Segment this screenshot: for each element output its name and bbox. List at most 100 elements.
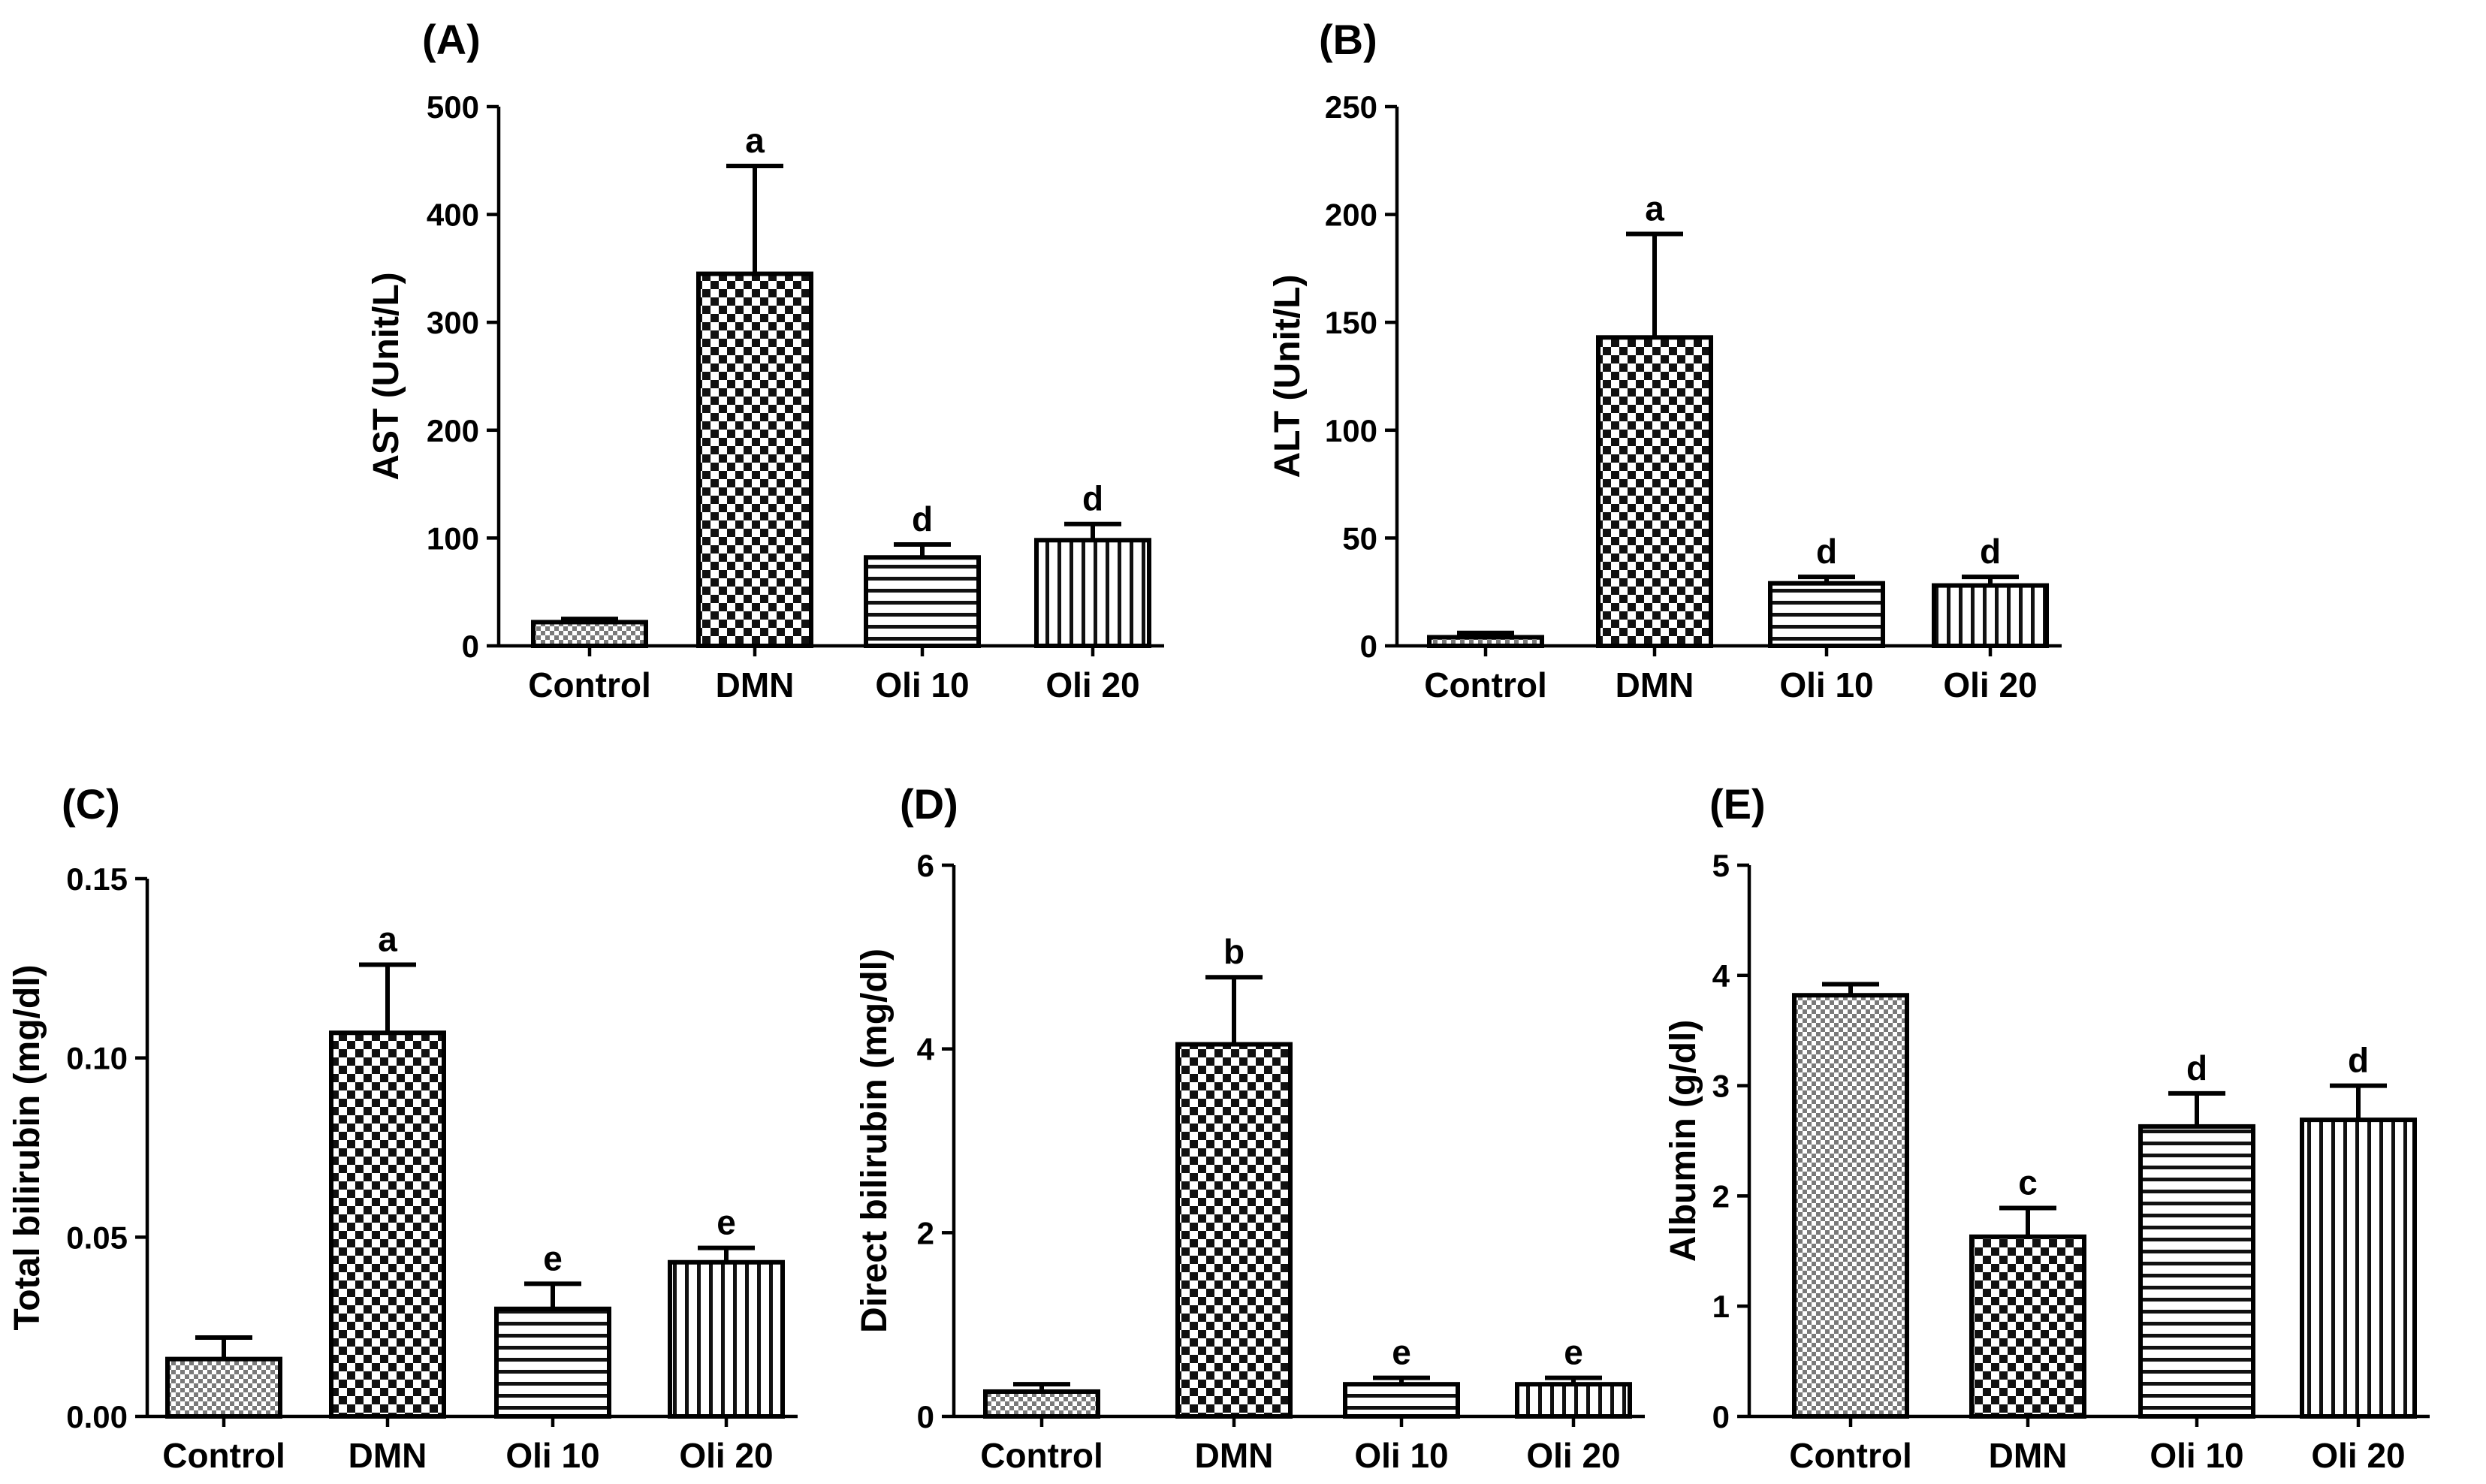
x-tick-label-e-0: Control (1789, 1436, 1912, 1475)
bar-d-control (983, 1389, 1100, 1419)
error-bar-a-1 (726, 163, 783, 274)
error-bar-b-1 (1626, 231, 1683, 338)
error-bar-b-2 (1798, 575, 1855, 584)
y-tick-label-e-5: 5 (1712, 848, 1730, 883)
y-axis-title-d: Direct bilirubin (mg/dl) (855, 949, 895, 1333)
error-bar-b-3 (1962, 575, 2019, 586)
significance-label-b-3: d (1980, 532, 2001, 571)
bar-c-oli-10 (494, 1306, 611, 1419)
x-tick-label-b-0: Control (1424, 665, 1547, 704)
bar-d-oli-10 (1343, 1382, 1460, 1419)
y-tick-label-b-3: 150 (1325, 305, 1377, 340)
y-tick-label-a-1: 100 (427, 520, 479, 556)
bar-d-oli-20 (1515, 1382, 1632, 1419)
significance-label-c-3: e (717, 1203, 736, 1242)
y-tick-label-b-1: 50 (1342, 520, 1377, 556)
y-tick-label-e-3: 3 (1712, 1069, 1730, 1104)
error-bar-c-0 (195, 1335, 252, 1359)
y-tick-label-e-1: 1 (1712, 1289, 1730, 1324)
y-tick-label-c-3: 0.15 (66, 861, 128, 897)
x-tick-label-a-2: Oli 10 (875, 665, 969, 704)
y-tick-label-a-3: 300 (427, 305, 479, 340)
panel-label-a: (A) (422, 16, 481, 63)
y-tick-label-c-1: 0.05 (66, 1220, 128, 1255)
x-tick-label-d-1: DMN (1195, 1436, 1274, 1475)
panel-label-b: (B) (1319, 16, 1377, 63)
error-bar-c-2 (524, 1281, 581, 1309)
x-tick-label-c-1: DMN (348, 1436, 427, 1475)
significance-label-e-2: d (2186, 1048, 2207, 1087)
bar-e-control (1792, 993, 1909, 1419)
x-tick-label-a-3: Oli 20 (1045, 665, 1139, 704)
bar-a-dmn (696, 271, 813, 648)
panel-b: (B) Control a DMN d Oli 10 d Oli 20 0 50 100 150 200… (1268, 16, 2062, 704)
error-bar-a-2 (894, 542, 951, 558)
x-tick-label-d-0: Control (980, 1436, 1103, 1475)
bar-a-oli-10 (864, 555, 981, 648)
bar-c-control (165, 1356, 282, 1419)
y-axis-title-c: Total bilirubin (mg/dl) (8, 964, 47, 1330)
y-tick-label-a-4: 400 (427, 198, 479, 233)
significance-label-e-1: c (2018, 1163, 2038, 1202)
significance-label-c-2: e (543, 1238, 563, 1277)
bar-e-dmn (1969, 1234, 2086, 1419)
y-tick-label-b-4: 200 (1325, 198, 1377, 233)
significance-label-c-1: a (378, 920, 397, 959)
error-bar-e-0 (1822, 982, 1879, 996)
y-tick-label-d-1: 2 (917, 1215, 934, 1250)
panel-label-d: (D) (900, 780, 958, 828)
y-tick-label-d-0: 0 (917, 1399, 934, 1434)
error-bar-a-3 (1064, 521, 1121, 541)
significance-label-e-3: d (2348, 1041, 2369, 1080)
x-tick-label-e-3: Oli 20 (2311, 1436, 2405, 1475)
x-tick-label-c-3: Oli 20 (679, 1436, 773, 1475)
error-bar-b-0 (1457, 630, 1514, 638)
y-tick-label-e-4: 4 (1712, 958, 1730, 994)
y-tick-label-a-0: 0 (462, 629, 479, 664)
significance-label-d-1: b (1223, 932, 1245, 971)
error-bar-e-1 (1999, 1205, 2056, 1237)
y-tick-label-d-3: 6 (917, 848, 934, 883)
bar-e-oli-10 (2138, 1124, 2255, 1419)
x-tick-label-a-1: DMN (716, 665, 795, 704)
x-tick-label-c-0: Control (162, 1436, 285, 1475)
panel-label-c: (C) (62, 780, 120, 828)
y-tick-label-c-2: 0.10 (66, 1041, 128, 1076)
error-bar-d-2 (1373, 1375, 1430, 1385)
x-tick-label-c-2: Oli 10 (505, 1436, 599, 1475)
bar-b-dmn (1596, 335, 1713, 648)
error-bar-e-3 (2330, 1083, 2387, 1121)
x-tick-label-e-1: DMN (1989, 1436, 2068, 1475)
error-bar-d-0 (1013, 1382, 1070, 1392)
y-tick-label-a-5: 500 (427, 89, 479, 125)
y-tick-label-e-0: 0 (1712, 1399, 1730, 1434)
panel-d: (D) Control b DMN e Oli 10 e Oli 20 0 2 4 6 Direct b… (855, 780, 1645, 1475)
error-bar-d-3 (1545, 1375, 1602, 1385)
error-bar-c-1 (359, 962, 416, 1033)
bar-c-dmn (329, 1030, 446, 1419)
panel-c: (C) Control a DMN e Oli 10 e Oli 20 0.00 0.05 0.10… (8, 780, 798, 1475)
y-tick-label-d-2: 4 (917, 1032, 935, 1067)
significance-label-a-1: a (745, 121, 765, 160)
x-tick-label-d-3: Oli 20 (1526, 1436, 1620, 1475)
y-tick-label-a-2: 200 (427, 413, 479, 448)
bar-b-oli-10 (1768, 581, 1885, 648)
y-axis-title-b: ALT (Unit/L) (1268, 274, 1308, 478)
significance-label-a-3: d (1082, 479, 1103, 518)
significance-label-b-2: d (1816, 532, 1837, 571)
panel-label-e: (E) (1709, 780, 1766, 828)
y-tick-label-e-2: 2 (1712, 1178, 1730, 1214)
error-bar-e-2 (2168, 1090, 2225, 1127)
bar-a-oli-20 (1034, 538, 1151, 648)
y-tick-label-c-0: 0.00 (66, 1399, 128, 1434)
bar-c-oli-20 (668, 1259, 785, 1419)
y-axis-title-e: Albumin (g/dl) (1664, 1020, 1703, 1262)
significance-label-d-3: e (1564, 1333, 1583, 1372)
x-tick-label-b-1: DMN (1616, 665, 1694, 704)
significance-label-d-2: e (1392, 1333, 1411, 1372)
x-tick-label-e-2: Oli 10 (2150, 1436, 2243, 1475)
x-tick-label-a-0: Control (528, 665, 651, 704)
significance-label-a-2: d (912, 499, 933, 538)
y-tick-label-b-5: 250 (1325, 89, 1377, 125)
